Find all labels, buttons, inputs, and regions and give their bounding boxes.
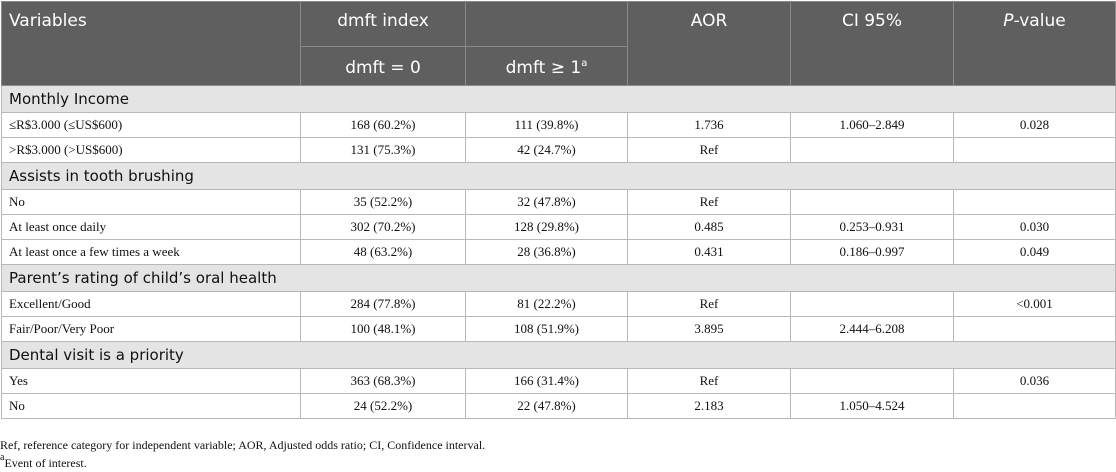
header-p-italic: P: [1003, 11, 1014, 31]
header-blank: [465, 1, 628, 47]
variable-label: >R$3.000 (>US$600): [1, 137, 301, 163]
dmft-zero-value: 284 (77.8%): [300, 291, 466, 317]
aor-value: 0.431: [627, 239, 791, 265]
dmft-zero-value: 131 (75.3%): [300, 137, 466, 163]
table-header: Variables dmft index AOR CI 95% P-value …: [1, 1, 1116, 86]
dmft-zero-value: 24 (52.2%): [300, 393, 466, 419]
header-dmft-one: dmft ≥ 1a: [465, 46, 628, 86]
dmft-zero-value: 48 (63.2%): [300, 239, 466, 265]
dmft-one-value: 166 (31.4%): [465, 368, 628, 394]
ci-value: [790, 189, 954, 215]
table-row: No 35 (52.2%) 32 (47.8%) Ref: [1, 189, 1116, 215]
group-row: Parent’s rating of child’s oral health: [1, 264, 1116, 292]
results-table: Variables dmft index AOR CI 95% P-value …: [1, 1, 1116, 419]
variable-label: Fair/Poor/Very Poor: [1, 316, 301, 342]
p-value: <0.001: [953, 291, 1116, 317]
header-p-rest: -value: [1013, 11, 1066, 31]
dmft-one-value: 22 (47.8%): [465, 393, 628, 419]
dmft-zero-value: 100 (48.1%): [300, 316, 466, 342]
ci-value: 2.444–6.208: [790, 316, 954, 342]
footnote-event: aEvent of interest.: [0, 452, 485, 472]
table-row: No 24 (52.2%) 22 (47.8%) 2.183 1.050–4.524: [1, 393, 1116, 419]
p-value: [953, 189, 1116, 215]
dmft-zero-value: 168 (60.2%): [300, 112, 466, 138]
ci-value: 1.050–4.524: [790, 393, 954, 419]
table-row: At least once daily 302 (70.2%) 128 (29.8%…: [1, 214, 1116, 240]
header-dmft-one-sup: a: [581, 58, 588, 69]
aor-value: Ref: [627, 189, 791, 215]
ci-value: [790, 137, 954, 163]
table-body: Monthly Income ≤R$3.000 (≤US$600) 168 (60.…: [1, 85, 1116, 419]
dmft-one-value: 108 (51.9%): [465, 316, 628, 342]
ci-value: 0.186–0.997: [790, 239, 954, 265]
header-dmft-index: dmft index: [300, 1, 466, 47]
variable-label: No: [1, 393, 301, 419]
aor-value: 3.895: [627, 316, 791, 342]
variable-label: No: [1, 189, 301, 215]
variable-label: At least once daily: [1, 214, 301, 240]
group-title: Monthly Income: [1, 85, 1116, 113]
table-row: Excellent/Good 284 (77.8%) 81 (22.2%) Ref <0…: [1, 291, 1116, 317]
header-ci: CI 95%: [790, 1, 954, 86]
p-value: [953, 316, 1116, 342]
group-title: Parent’s rating of child’s oral health: [1, 264, 1116, 292]
p-value: 0.030: [953, 214, 1116, 240]
header-variables: Variables: [1, 1, 301, 86]
aor-value: 2.183: [627, 393, 791, 419]
group-title: Assists in tooth brushing: [1, 162, 1116, 190]
header-aor: AOR: [627, 1, 791, 86]
dmft-zero-value: 302 (70.2%): [300, 214, 466, 240]
p-value: [953, 393, 1116, 419]
header-dmft-zero: dmft = 0: [300, 46, 466, 86]
p-value: 0.049: [953, 239, 1116, 265]
ci-value: 1.060–2.849: [790, 112, 954, 138]
table-row: At least once a few times a week 48 (63.2…: [1, 239, 1116, 265]
dmft-one-value: 81 (22.2%): [465, 291, 628, 317]
variable-label: Excellent/Good: [1, 291, 301, 317]
dmft-zero-value: 35 (52.2%): [300, 189, 466, 215]
aor-value: 0.485: [627, 214, 791, 240]
variable-label: Yes: [1, 368, 301, 394]
p-value: 0.036: [953, 368, 1116, 394]
aor-value: Ref: [627, 291, 791, 317]
ci-value: [790, 368, 954, 394]
dmft-one-value: 128 (29.8%): [465, 214, 628, 240]
dmft-one-value: 111 (39.8%): [465, 112, 628, 138]
ci-value: 0.253–0.931: [790, 214, 954, 240]
footnote-event-text: Event of interest.: [4, 456, 87, 470]
dmft-zero-value: 363 (68.3%): [300, 368, 466, 394]
footnote-event-marker: a: [0, 452, 5, 463]
group-row: Monthly Income: [1, 85, 1116, 113]
footnote-abbreviations: Ref, reference category for independent …: [0, 438, 486, 452]
group-row: Dental visit is a priority: [1, 341, 1116, 369]
header-dmft-one-base: dmft ≥ 1: [505, 58, 582, 78]
ci-value: [790, 291, 954, 317]
dmft-one-value: 28 (36.8%): [465, 239, 628, 265]
p-value: [953, 137, 1116, 163]
group-row: Assists in tooth brushing: [1, 162, 1116, 190]
dmft-one-value: 42 (24.7%): [465, 137, 628, 163]
variable-label: At least once a few times a week: [1, 239, 301, 265]
table-row: Fair/Poor/Very Poor 100 (48.1%) 108 (51.9%…: [1, 316, 1116, 342]
aor-value: Ref: [627, 137, 791, 163]
table-footnotes: Ref, reference category for independent …: [0, 436, 485, 472]
table-row: >R$3.000 (>US$600) 131 (75.3%) 42 (24.7%) R…: [1, 137, 1116, 163]
table-row: ≤R$3.000 (≤US$600) 168 (60.2%) 111 (39.8%)…: [1, 112, 1116, 138]
group-title: Dental visit is a priority: [1, 341, 1116, 369]
dmft-one-value: 32 (47.8%): [465, 189, 628, 215]
aor-value: Ref: [627, 368, 791, 394]
table-row: Yes 363 (68.3%) 166 (31.4%) Ref 0.036: [1, 368, 1116, 394]
variable-label: ≤R$3.000 (≤US$600): [1, 112, 301, 138]
aor-value: 1.736: [627, 112, 791, 138]
p-value: 0.028: [953, 112, 1116, 138]
header-p-value: P-value: [953, 1, 1116, 86]
